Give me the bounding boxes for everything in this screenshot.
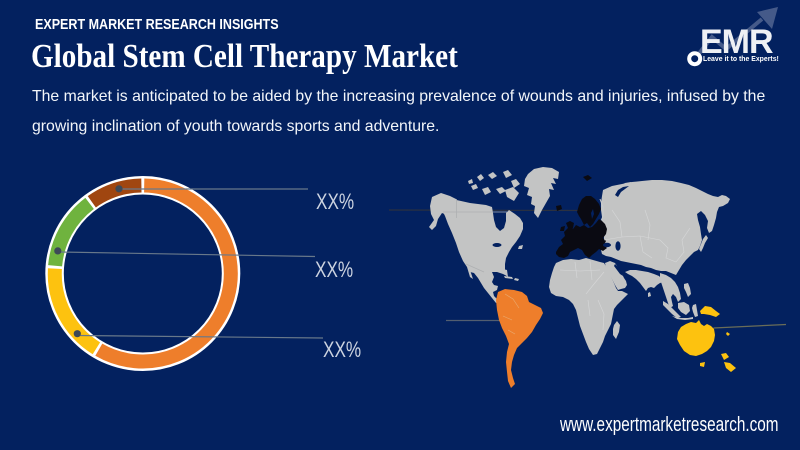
svg-text:Leave it to the Experts!: Leave it to the Experts! (703, 56, 779, 63)
svg-text:EMR: EMR (700, 23, 773, 61)
